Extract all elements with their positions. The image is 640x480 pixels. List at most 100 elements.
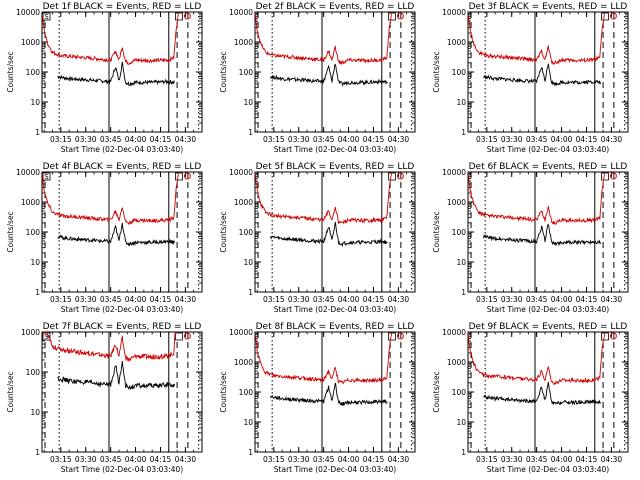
chart-title: Det 6f BLACK = Events, RED = LLD — [469, 162, 628, 172]
y-tick-label: 10000 — [16, 168, 40, 177]
y-tick-label: 1 — [461, 128, 466, 137]
end-marker-circle — [609, 12, 617, 20]
x-tick-label: 03:30 — [288, 295, 310, 304]
x-tick-label: 04:30 — [175, 135, 197, 144]
detector-chart-3: Det 3f BLACK = Events, RED = LLD 1 10 100 10… — [432, 2, 629, 154]
y-tick-label: 1000 — [234, 198, 253, 207]
x-tick-label: 03:30 — [75, 295, 97, 304]
y-axis-label: Counts/sec — [432, 371, 441, 412]
x-tick-label: 03:30 — [501, 135, 523, 144]
lld-series-line — [255, 12, 393, 66]
y-tick-label: 1000 — [234, 358, 253, 367]
x-tick-label: 04:30 — [388, 295, 410, 304]
x-tick-label: 04:30 — [388, 135, 410, 144]
plot-frame — [467, 171, 629, 293]
x-tick-label: 03:30 — [75, 135, 97, 144]
x-tick-label: 04:00 — [338, 135, 360, 144]
x-tick-label: 03:30 — [501, 455, 523, 464]
y-tick-label: 100 — [26, 68, 41, 77]
plot-frame — [41, 331, 203, 453]
x-tick-label: 04:15 — [150, 135, 172, 144]
lld-series-line — [468, 172, 606, 225]
events-series-line — [270, 221, 388, 248]
y-tick-label: 100 — [26, 228, 41, 237]
chart-title: Det 7f BLACK = Events, RED = LLD — [43, 322, 202, 332]
y-tick-label: 1 — [248, 288, 253, 297]
flag-box — [42, 332, 51, 341]
end-marker-circle — [396, 172, 404, 180]
y-tick-label: 1 — [35, 288, 40, 297]
y-tick-label: 100 — [239, 388, 254, 397]
x-tick-label: 04:00 — [125, 455, 147, 464]
end-marker-box — [388, 12, 396, 21]
x-axis-label: Start Time (02-Dec-04 03:03:40) — [487, 145, 609, 154]
x-tick-label: 03:15 — [476, 455, 498, 464]
y-tick-label: 10 — [243, 258, 253, 267]
y-axis-label: Counts/sec — [219, 211, 228, 252]
x-tick-label: 03:15 — [476, 135, 498, 144]
events-series-line — [483, 382, 601, 406]
events-series-line — [270, 382, 388, 406]
x-tick-label: 03:45 — [313, 455, 335, 464]
y-tick-label: 10000 — [442, 8, 466, 17]
y-tick-label: 1 — [35, 448, 40, 457]
y-axis-label: Counts/sec — [6, 211, 15, 252]
x-tick-label: 03:15 — [50, 455, 72, 464]
x-tick-label: 03:30 — [501, 295, 523, 304]
y-tick-label: 1 — [461, 288, 466, 297]
y-axis-label: Counts/sec — [432, 51, 441, 92]
x-tick-label: 04:00 — [551, 455, 573, 464]
x-axis-label: Start Time (02-Dec-04 03:03:40) — [61, 305, 183, 314]
y-tick-label: 10000 — [229, 168, 253, 177]
chart-title: Det 5f BLACK = Events, RED = LLD — [256, 162, 415, 172]
y-tick-label: 1000 — [21, 328, 40, 337]
y-tick-label: 100 — [239, 68, 254, 77]
flag-label: S — [44, 13, 49, 21]
x-tick-label: 04:15 — [363, 455, 385, 464]
x-tick-label: 04:00 — [338, 295, 360, 304]
y-tick-label: 10000 — [442, 168, 466, 177]
detector-chart-7: Det 7f BLACK = Events, RED = LLD 1 10 100 10… — [6, 322, 203, 474]
end-marker-box — [175, 172, 183, 181]
y-tick-label: 10 — [30, 258, 40, 267]
detector-chart-4: Det 4f BLACK = Events, RED = LLD 1 10 100 10… — [6, 162, 203, 314]
plot-frame — [467, 11, 629, 133]
y-tick-label: 10 — [456, 418, 466, 427]
plot-frame — [254, 11, 416, 133]
y-axis-label: Counts/sec — [219, 51, 228, 92]
y-tick-label: 100 — [239, 228, 254, 237]
events-series-line — [57, 61, 175, 87]
y-tick-label: 10000 — [442, 328, 466, 337]
x-tick-label: 04:15 — [576, 135, 598, 144]
lld-series-line — [255, 332, 393, 385]
y-tick-label: 1 — [461, 448, 466, 457]
events-series-line — [483, 224, 602, 247]
x-tick-label: 04:30 — [601, 455, 623, 464]
end-marker-box — [388, 332, 396, 341]
end-marker-circle — [609, 332, 617, 340]
end-marker-box — [175, 12, 183, 21]
lld-series-line — [468, 12, 606, 66]
x-axis-label: Start Time (02-Dec-04 03:03:40) — [274, 145, 396, 154]
x-tick-label: 04:30 — [601, 135, 623, 144]
end-marker-circle — [183, 172, 191, 180]
x-tick-label: 04:15 — [150, 455, 172, 464]
x-tick-label: 04:00 — [551, 295, 573, 304]
y-axis-label: Counts/sec — [432, 211, 441, 252]
x-tick-label: 03:15 — [263, 295, 285, 304]
events-series-line — [483, 63, 602, 87]
lld-series-line — [42, 12, 180, 65]
x-axis-label: Start Time (02-Dec-04 03:03:40) — [487, 305, 609, 314]
lld-series-line — [42, 332, 179, 362]
x-tick-label: 04:30 — [601, 295, 623, 304]
x-tick-label: 04:00 — [551, 135, 573, 144]
x-tick-label: 04:00 — [338, 455, 360, 464]
end-marker-circle — [396, 332, 404, 340]
end-marker-box — [601, 172, 609, 181]
x-tick-label: 03:15 — [263, 455, 285, 464]
y-tick-label: 1 — [35, 128, 40, 137]
x-tick-label: 03:45 — [100, 295, 122, 304]
y-tick-label: 10 — [456, 98, 466, 107]
y-tick-label: 1 — [248, 128, 253, 137]
